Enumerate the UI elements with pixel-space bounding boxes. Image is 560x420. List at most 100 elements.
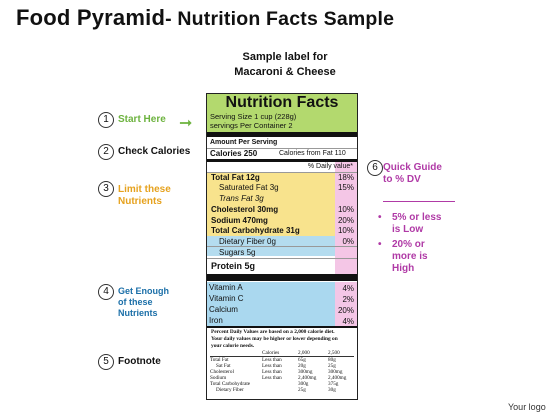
pct-total-fat: 18% xyxy=(337,173,354,182)
pct-vitamin-a: 4% xyxy=(342,284,354,293)
amount-per-serving: Amount Per Serving xyxy=(210,139,278,146)
logo-placeholder: Your logo xyxy=(508,402,546,412)
step-1-label: Start Here xyxy=(118,114,166,125)
table-rule xyxy=(210,356,354,357)
step-4-number: 4 xyxy=(98,284,114,300)
table-cell: Total Fat xyxy=(210,357,229,363)
servings-per-container: servings Per Container 2 xyxy=(210,121,293,130)
step-3-label: Limit these Nutrients xyxy=(118,184,171,207)
guide-bullet-text: 5% or less xyxy=(392,212,442,223)
guide-bullet-high: • 20% or more is High xyxy=(378,239,458,275)
row-sugars: Sugars 5g xyxy=(219,248,256,257)
table-cell: Less than xyxy=(262,357,282,363)
step-5-number: 5 xyxy=(98,354,114,370)
pct-iron: 4% xyxy=(342,317,354,326)
footnote-line-1: Percent Daily Values are based on a 2,00… xyxy=(211,329,335,335)
divider xyxy=(207,172,357,173)
step-2-label: Check Calories xyxy=(118,146,191,157)
nutrition-label: Nutrition Facts Serving Size 1 cup (228g… xyxy=(206,93,358,400)
pct-saturated-fat: 15% xyxy=(337,183,354,192)
guide-underline xyxy=(383,201,455,202)
table-cell: Dietary Fiber xyxy=(216,387,244,393)
table-cell: Sodium xyxy=(210,375,227,381)
pct-total-carbohydrate: 10% xyxy=(337,226,354,235)
row-sodium: Sodium 470mg xyxy=(211,216,268,225)
row-cholesterol: Cholesterol 30mg xyxy=(211,205,279,214)
calories-from-fat: Calories from Fat 110 xyxy=(279,150,346,157)
divider xyxy=(207,246,357,247)
pct-calcium: 20% xyxy=(337,306,354,315)
table-cell: 300mg xyxy=(298,369,313,375)
thick-divider-2 xyxy=(207,274,357,281)
row-total-carbohydrate: Total Carbohydrate 31g xyxy=(211,226,300,235)
divider xyxy=(207,258,357,259)
table-cell: Total Carbohydrate xyxy=(210,381,251,387)
row-vitamin-a: Vitamin A xyxy=(209,283,243,292)
right-arrow-icon: ➞ xyxy=(179,115,193,132)
step-1-number: 1 xyxy=(98,112,114,128)
row-calcium: Calcium xyxy=(209,305,238,314)
table-cell: 20g xyxy=(298,363,306,369)
pct-sodium: 20% xyxy=(337,216,354,225)
footnote-line-2: Your daily values may be higher or lower… xyxy=(211,336,338,342)
limit-zone xyxy=(207,172,335,236)
table-cell: 80g xyxy=(328,357,336,363)
table-cell: 30g xyxy=(328,387,336,393)
table-cell: Less than xyxy=(262,375,282,381)
row-vitamin-c: Vitamin C xyxy=(209,294,244,303)
footnote-line-3: your calorie needs. xyxy=(211,343,255,349)
subtitle: Sample label for Macaroni & Cheese xyxy=(234,51,336,78)
table-header-2500: 2,500 xyxy=(328,350,340,356)
serving-info: Serving Size 1 cup (228g) servings Per C… xyxy=(207,112,357,132)
guide-bullet-text: 20% or xyxy=(392,239,425,250)
step-6-number: 6 xyxy=(367,160,383,176)
footnote-table: Calories 2,000 2,500 Total Fat Less than… xyxy=(210,350,356,398)
row-total-fat: Total Fat 12g xyxy=(211,173,260,182)
guide-bullet-text: more is xyxy=(392,251,428,262)
table-cell: 2,400mg xyxy=(298,375,317,381)
dv-column xyxy=(335,162,357,279)
serving-size: Serving Size 1 cup (228g) xyxy=(210,112,297,121)
thick-divider xyxy=(207,132,357,137)
table-cell: 25g xyxy=(298,387,306,393)
guide-bullet-text: is Low xyxy=(392,224,424,235)
table-cell: 300mg xyxy=(328,369,343,375)
table-header-2000: 2,000 xyxy=(298,350,310,356)
pct-cholesterol: 10% xyxy=(337,205,354,214)
step-4-label: Get Enough of these Nutrients xyxy=(118,286,169,318)
table-cell: 300g xyxy=(298,381,309,387)
step-2-number: 2 xyxy=(98,144,114,160)
guide-bullet-text: High xyxy=(392,263,415,274)
step-3-number: 3 xyxy=(98,181,114,197)
table-cell: 375g xyxy=(328,381,339,387)
bullet-icon: • xyxy=(378,212,382,223)
pct-dietary-fiber: 0% xyxy=(342,237,354,246)
row-protein: Protein 5g xyxy=(211,261,256,271)
table-cell: 25g xyxy=(328,363,336,369)
divider xyxy=(207,148,357,149)
table-cell: Less than xyxy=(262,369,282,375)
step-5-label: Footnote xyxy=(118,356,161,367)
row-saturated-fat: Saturated Fat 3g xyxy=(219,183,279,192)
label-heading: Nutrition Facts xyxy=(207,94,357,112)
table-header-calories: Calories xyxy=(262,350,280,356)
dv-header: % Daily value* xyxy=(307,163,353,170)
row-iron: Iron xyxy=(209,316,223,325)
table-cell: Cholesterol xyxy=(210,369,234,375)
calories: Calories 250 xyxy=(210,149,258,158)
divider-footnote xyxy=(207,326,357,328)
quick-guide-label: Quick Guide to % DV xyxy=(383,162,442,185)
table-cell: 65g xyxy=(298,357,306,363)
guide-bullet-low: • 5% or less is Low xyxy=(378,212,458,236)
table-cell: 2,400mg xyxy=(328,375,347,381)
medium-divider xyxy=(207,159,357,162)
table-cell: Sat Fat xyxy=(216,363,231,369)
vitamin-zone xyxy=(207,282,335,326)
table-cell: Less than xyxy=(262,363,282,369)
dv-column-vitamins xyxy=(335,282,357,326)
row-dietary-fiber: Dietary Fiber 0g xyxy=(219,237,276,246)
pct-vitamin-c: 2% xyxy=(342,295,354,304)
row-trans-fat: Trans Fat 3g xyxy=(219,194,264,203)
page-title: Food Pyramid- Nutrition Facts Sample xyxy=(16,5,395,30)
bullet-icon: • xyxy=(378,239,382,250)
